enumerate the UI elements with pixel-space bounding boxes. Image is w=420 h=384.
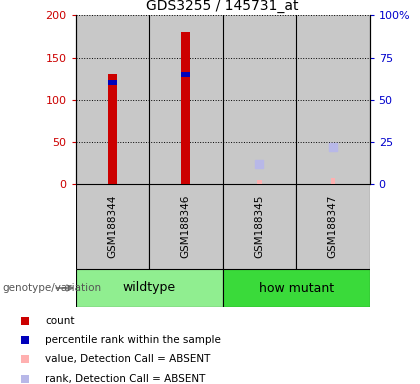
Text: percentile rank within the sample: percentile rank within the sample — [45, 335, 221, 345]
Text: genotype/variation: genotype/variation — [2, 283, 101, 293]
Text: value, Detection Call = ABSENT: value, Detection Call = ABSENT — [45, 354, 211, 364]
Title: GDS3255 / 145731_at: GDS3255 / 145731_at — [146, 0, 299, 13]
Bar — [149, 184, 223, 269]
Bar — [181, 72, 190, 77]
Text: GSM188345: GSM188345 — [255, 195, 264, 258]
Bar — [257, 180, 262, 184]
Bar — [149, 15, 223, 184]
Bar — [331, 177, 335, 184]
Text: GSM188346: GSM188346 — [181, 195, 191, 258]
Bar — [296, 15, 370, 184]
Bar — [76, 269, 223, 307]
Text: GSM188344: GSM188344 — [108, 195, 117, 258]
Bar — [108, 80, 117, 86]
Text: rank, Detection Call = ABSENT: rank, Detection Call = ABSENT — [45, 374, 206, 384]
Text: GSM188347: GSM188347 — [328, 195, 338, 258]
Bar — [76, 184, 149, 269]
Text: count: count — [45, 316, 75, 326]
Point — [394, 294, 400, 300]
Bar — [296, 184, 370, 269]
Bar — [223, 269, 370, 307]
Text: how mutant: how mutant — [259, 281, 333, 295]
Point — [394, 119, 400, 125]
Text: wildtype: wildtype — [123, 281, 176, 295]
Bar — [181, 32, 190, 184]
Point — [256, 161, 263, 167]
Bar — [223, 15, 296, 184]
Bar — [76, 15, 149, 184]
Bar — [223, 184, 296, 269]
Point — [330, 144, 336, 150]
Bar — [108, 74, 117, 184]
